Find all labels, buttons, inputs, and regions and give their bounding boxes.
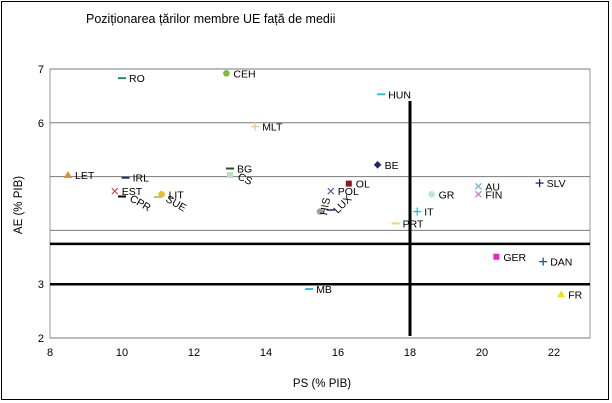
point-label-bg: BG bbox=[237, 164, 252, 176]
x-tick-label: 20 bbox=[476, 347, 488, 359]
reference-lines bbox=[50, 101, 590, 336]
point-label-fr: FR bbox=[568, 289, 582, 301]
x-tick-label: 22 bbox=[548, 347, 560, 359]
point-label-prt: PRT bbox=[403, 218, 424, 230]
point-hun: HUN bbox=[377, 89, 411, 101]
point-mb: MB bbox=[305, 284, 332, 296]
chart-title: Poziționarea țărilor membre UE față de m… bbox=[86, 12, 336, 26]
point-label-ro: RO bbox=[129, 73, 145, 85]
point-let: LET bbox=[64, 170, 95, 182]
point-label-ger: GER bbox=[503, 252, 526, 264]
point-label-ceh: CEH bbox=[233, 68, 255, 80]
x-tick-label: 12 bbox=[188, 347, 200, 359]
point-ro: RO bbox=[118, 73, 145, 85]
y-tick-label: 7 bbox=[38, 64, 44, 76]
point-label-cs: CS bbox=[236, 171, 254, 188]
point-label-mlt: MLT bbox=[262, 122, 283, 134]
point-bg: BG bbox=[226, 164, 252, 176]
x-tick-label: 18 bbox=[404, 347, 416, 359]
point-label-lit: LIT bbox=[169, 189, 185, 201]
y-tick-label: 3 bbox=[38, 279, 44, 291]
point-label-his: HIS bbox=[318, 197, 333, 216]
point-label-let: LET bbox=[75, 170, 95, 182]
point-label-au: AU bbox=[485, 181, 500, 193]
x-axis-ticks: 8 10 12 14 16 18 20 22 bbox=[47, 347, 560, 359]
point-label-cpr: CPR bbox=[128, 193, 154, 215]
point-his: HIS bbox=[316, 197, 333, 216]
point-est: EST bbox=[111, 186, 143, 198]
point-mlt: MLT bbox=[251, 122, 283, 134]
point-label-hun: HUN bbox=[388, 89, 411, 101]
point-ol: OL bbox=[345, 179, 370, 191]
point-label-sue: SUE bbox=[164, 193, 189, 214]
x-tick-label: 16 bbox=[332, 347, 344, 359]
point-lit: LIT bbox=[158, 189, 184, 201]
point-dan: DAN bbox=[539, 257, 572, 269]
x-axis-label: PS (% PIB) bbox=[293, 378, 351, 390]
x-tick-label: 10 bbox=[116, 347, 128, 359]
point-gr: GR bbox=[428, 189, 455, 201]
point-label-it: IT bbox=[424, 207, 434, 219]
point-cs: CS bbox=[227, 171, 254, 188]
point-fin: FIN bbox=[474, 189, 502, 201]
point-fr: FR bbox=[557, 289, 583, 301]
x-tick-label: 14 bbox=[260, 347, 272, 359]
point-label-ol: OL bbox=[356, 179, 370, 191]
point-label-irl: IRL bbox=[133, 173, 150, 185]
y-axis-label: AE (% PIB) bbox=[13, 176, 25, 234]
point-label-est: EST bbox=[122, 186, 143, 198]
point-ger: GER bbox=[493, 252, 527, 264]
point-cpr: CPR bbox=[118, 193, 154, 215]
point-label-gr: GR bbox=[439, 189, 455, 201]
point-ceh: CEH bbox=[223, 68, 256, 80]
point-label-slv: SLV bbox=[547, 178, 566, 190]
y-tick-label: 2 bbox=[38, 333, 44, 345]
point-prt: PRT bbox=[391, 218, 424, 230]
point-slv: SLV bbox=[535, 178, 566, 190]
x-tick-label: 8 bbox=[47, 347, 53, 359]
point-label-be: BE bbox=[385, 160, 399, 172]
y-tick-label: 6 bbox=[38, 118, 44, 130]
point-label-fin: FIN bbox=[485, 189, 502, 201]
point-label-mb: MB bbox=[316, 284, 332, 296]
point-label-pol: POL bbox=[338, 186, 359, 198]
point-irl: IRL bbox=[121, 173, 150, 185]
point-pol: POL bbox=[327, 186, 359, 198]
point-label-dan: DAN bbox=[550, 257, 572, 269]
point-be: BE bbox=[373, 160, 399, 172]
point-it: IT bbox=[413, 207, 434, 219]
y-axis-ticks: 2 3 6 7 bbox=[38, 64, 44, 345]
point-au: AU bbox=[474, 181, 500, 193]
